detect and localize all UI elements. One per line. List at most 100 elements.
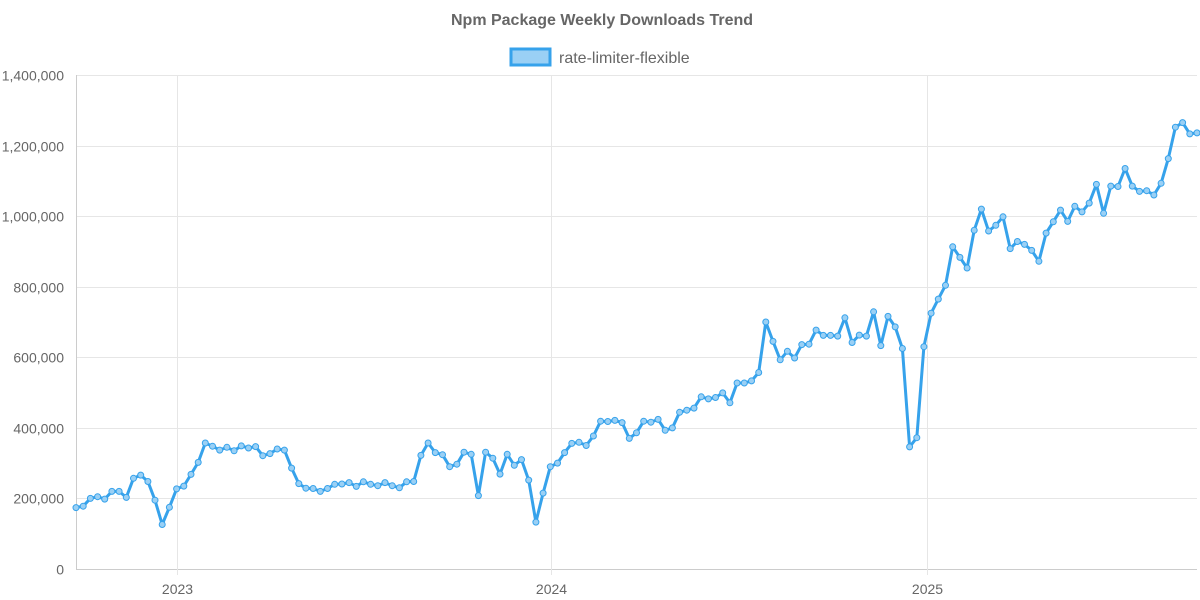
data-point[interactable] <box>884 312 892 320</box>
data-point[interactable] <box>1171 123 1179 131</box>
data-point[interactable] <box>288 464 296 472</box>
data-point[interactable] <box>690 404 698 412</box>
data-point[interactable] <box>1157 179 1165 187</box>
data-point[interactable] <box>942 281 949 289</box>
data-point[interactable] <box>791 354 799 362</box>
data-point[interactable] <box>187 470 195 478</box>
data-point[interactable] <box>589 432 597 440</box>
data-point[interactable] <box>977 205 985 213</box>
data-point[interactable] <box>453 460 461 468</box>
data-point[interactable] <box>209 442 216 450</box>
data-point[interactable] <box>654 415 662 423</box>
data-point[interactable] <box>79 502 87 510</box>
data-point[interactable] <box>640 417 648 425</box>
data-point[interactable] <box>403 478 411 486</box>
data-point[interactable] <box>1136 187 1143 195</box>
data-point[interactable] <box>1085 199 1093 207</box>
data-point[interactable] <box>985 227 993 235</box>
data-point[interactable] <box>798 341 806 349</box>
data-point[interactable] <box>1042 229 1050 237</box>
data-point[interactable] <box>920 343 928 351</box>
data-point[interactable] <box>518 456 525 464</box>
data-point[interactable] <box>906 443 914 451</box>
data-point[interactable] <box>661 426 669 434</box>
data-point[interactable] <box>733 379 741 387</box>
data-point[interactable] <box>561 449 569 457</box>
data-point[interactable] <box>395 484 403 492</box>
data-point[interactable] <box>474 492 482 500</box>
data-point[interactable] <box>676 408 684 416</box>
data-point[interactable] <box>992 221 1000 229</box>
data-point[interactable] <box>158 521 166 528</box>
data-point[interactable] <box>575 438 583 446</box>
data-point[interactable] <box>1114 183 1122 190</box>
data-point[interactable] <box>740 379 748 387</box>
data-point[interactable] <box>1064 217 1072 225</box>
data-point[interactable] <box>1128 182 1136 190</box>
data-point[interactable] <box>309 485 317 492</box>
data-point[interactable] <box>86 494 94 502</box>
data-point[interactable] <box>956 253 964 261</box>
data-point[interactable] <box>611 416 619 424</box>
data-point[interactable] <box>1021 240 1028 248</box>
data-point[interactable] <box>165 503 173 511</box>
data-point[interactable] <box>1121 165 1129 172</box>
data-point[interactable] <box>726 399 734 407</box>
data-point[interactable] <box>180 482 188 490</box>
data-point[interactable] <box>115 487 123 495</box>
data-point[interactable] <box>352 482 360 490</box>
data-point[interactable] <box>151 496 159 504</box>
data-point[interactable] <box>783 347 791 355</box>
data-point[interactable] <box>748 377 755 385</box>
data-point[interactable] <box>568 439 576 447</box>
data-point[interactable] <box>510 461 518 469</box>
data-point[interactable] <box>927 309 935 317</box>
data-point[interactable] <box>1107 182 1115 190</box>
data-point[interactable] <box>331 480 339 488</box>
data-point[interactable] <box>230 447 238 455</box>
data-point[interactable] <box>546 463 554 471</box>
data-point[interactable] <box>848 339 856 346</box>
data-point[interactable] <box>108 487 116 495</box>
data-point[interactable] <box>1100 209 1108 217</box>
data-point[interactable] <box>381 479 389 487</box>
data-point[interactable] <box>410 478 418 485</box>
data-point[interactable] <box>769 337 777 345</box>
data-point[interactable] <box>467 450 475 458</box>
data-point[interactable] <box>1092 180 1100 188</box>
data-point[interactable] <box>1164 155 1172 163</box>
data-point[interactable] <box>525 476 533 484</box>
data-point[interactable] <box>1049 218 1057 226</box>
data-point[interactable] <box>72 504 80 512</box>
data-point[interactable] <box>683 406 691 414</box>
data-point[interactable] <box>862 332 870 340</box>
data-point[interactable] <box>1035 257 1043 265</box>
data-point[interactable] <box>1179 119 1187 127</box>
data-point[interactable] <box>582 442 590 449</box>
data-point[interactable] <box>963 264 971 272</box>
data-point[interactable] <box>934 295 942 303</box>
data-point[interactable] <box>223 443 231 451</box>
data-point[interactable] <box>604 418 612 425</box>
data-point[interactable] <box>704 395 712 403</box>
legend[interactable]: rate-limiter-flexible <box>509 47 690 67</box>
data-point[interactable] <box>122 493 130 501</box>
data-point[interactable] <box>755 369 763 376</box>
data-point[interactable] <box>877 342 885 350</box>
data-point[interactable] <box>201 439 209 447</box>
legend-label-rate-limiter-flexible[interactable]: rate-limiter-flexible <box>559 50 690 67</box>
data-point[interactable] <box>1193 129 1200 137</box>
data-point[interactable] <box>841 314 849 322</box>
data-point[interactable] <box>252 443 260 451</box>
data-point[interactable] <box>1057 206 1064 214</box>
data-point[interactable] <box>460 448 468 456</box>
data-point[interactable] <box>647 418 655 426</box>
data-point[interactable] <box>633 429 640 437</box>
data-point[interactable] <box>625 434 633 442</box>
data-point[interactable] <box>431 449 439 457</box>
data-point[interactable] <box>359 478 367 486</box>
legend-swatch[interactable] <box>509 47 552 67</box>
data-point[interactable] <box>503 450 511 458</box>
data-point[interactable] <box>266 450 274 458</box>
data-point[interactable] <box>812 326 820 334</box>
